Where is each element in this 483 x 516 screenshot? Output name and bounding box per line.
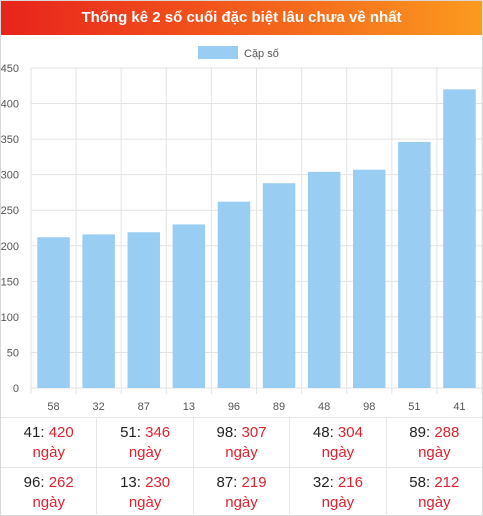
stats-unit: ngày (321, 444, 355, 461)
x-tick-label: 32 (93, 401, 105, 413)
bar (217, 201, 251, 388)
y-tick-label: 350 (1, 134, 19, 146)
stats-cell: 13: 230 ngày (97, 468, 194, 516)
stats-cell: 32: 216 ngày (290, 468, 387, 516)
stats-cell: 58: 212 ngày (387, 468, 482, 516)
y-tick-label: 250 (1, 205, 19, 217)
stats-number: 87 (216, 474, 234, 491)
bar (307, 171, 341, 388)
x-tick-label: 13 (183, 401, 195, 413)
y-tick-label: 200 (1, 241, 19, 253)
stats-count: 216 (337, 474, 363, 491)
bar (353, 169, 386, 388)
y-tick-label: 50 (7, 347, 19, 359)
legend-label: Cặp số (244, 48, 279, 60)
stats-cell: 87: 219 ngày (194, 468, 291, 516)
stats-unit: ngày (32, 494, 65, 511)
stats-number: 58 (409, 474, 426, 491)
stats-cell: 41: 420 ngày (1, 418, 98, 467)
stats-count: 420 (48, 424, 74, 441)
bar (127, 232, 160, 388)
stats-cell: 98: 307 ngày (194, 418, 291, 467)
stats-number: 32 (312, 474, 330, 491)
stats-number: 51 (120, 424, 137, 441)
stats-number: 48 (312, 424, 330, 441)
bar (82, 234, 115, 388)
stats-count: 262 (48, 474, 74, 491)
x-tick-label: 41 (453, 401, 465, 413)
stats-unit: ngày (128, 494, 162, 511)
y-tick-label: 0 (13, 383, 19, 395)
stats-unit: ngày (418, 494, 451, 511)
stats-count: 307 (241, 424, 267, 441)
x-tick-label: 58 (47, 401, 59, 413)
stats-count: 304 (337, 424, 363, 441)
bar (172, 224, 206, 388)
y-tick-label: 150 (1, 276, 19, 288)
x-tick-label: 87 (138, 401, 150, 413)
stats-cell: 48: 304 ngày (290, 418, 387, 467)
stats-unit: ngày (32, 444, 65, 461)
stats-cell: 96: 262 ngày (1, 468, 98, 516)
stats-count: 212 (434, 474, 460, 491)
x-tick-label: 96 (228, 401, 240, 413)
stats-count: 346 (145, 424, 171, 441)
stats-row: 96: 262 ngày 13: 230 ngày 87: 219 ngày 32: … (1, 467, 482, 516)
x-tick-label: 98 (363, 401, 375, 413)
bar (443, 89, 476, 389)
y-tick-label: 300 (1, 170, 19, 182)
stats-unit: ngày (225, 494, 258, 511)
y-tick-label: 450 (1, 63, 19, 75)
stats-cell: 51: 346 ngày (97, 418, 194, 467)
stats-count: 219 (241, 474, 267, 491)
y-tick-label: 100 (1, 312, 19, 324)
legend-swatch (198, 46, 238, 59)
bar-chart: 0 50 100 150 200 250 300 350 400 450 58 32 87 13 96 89 4… (1, 35, 482, 417)
stats-number: 96 (23, 474, 41, 491)
bar (37, 237, 70, 388)
stats-unit: ngày (225, 444, 258, 461)
stats-table: 41: 420 ngày 51: 346 ngày 98: 307 ngày 48: … (1, 417, 482, 516)
stats-count: 230 (145, 474, 171, 491)
stats-unit: ngày (128, 444, 162, 461)
stats-count: 288 (434, 424, 460, 441)
stats-row: 41: 420 ngày 51: 346 ngày 98: 307 ngày 48: … (1, 418, 482, 467)
bar-chart-svg: 0 50 100 150 200 250 300 350 400 450 58 32 87 13 96 89 4… (1, 46, 482, 413)
x-tick-label: 51 (408, 401, 420, 413)
widget-title: Thống kê 2 số cuối đặc biệt lâu chưa về … (1, 1, 482, 35)
x-tick-label: 48 (318, 401, 330, 413)
x-tick-label: 89 (273, 401, 285, 413)
y-tick-label: 400 (1, 99, 19, 111)
stats-number: 89 (409, 424, 426, 441)
stats-number: 41 (23, 424, 41, 441)
stats-unit: ngày (321, 494, 355, 511)
bar (398, 141, 431, 388)
stats-cell: 89: 288 ngày (387, 418, 482, 467)
stats-unit: ngày (418, 444, 451, 461)
stats-number: 98 (216, 424, 234, 441)
bar (262, 183, 296, 388)
stats-number: 13 (120, 474, 137, 491)
